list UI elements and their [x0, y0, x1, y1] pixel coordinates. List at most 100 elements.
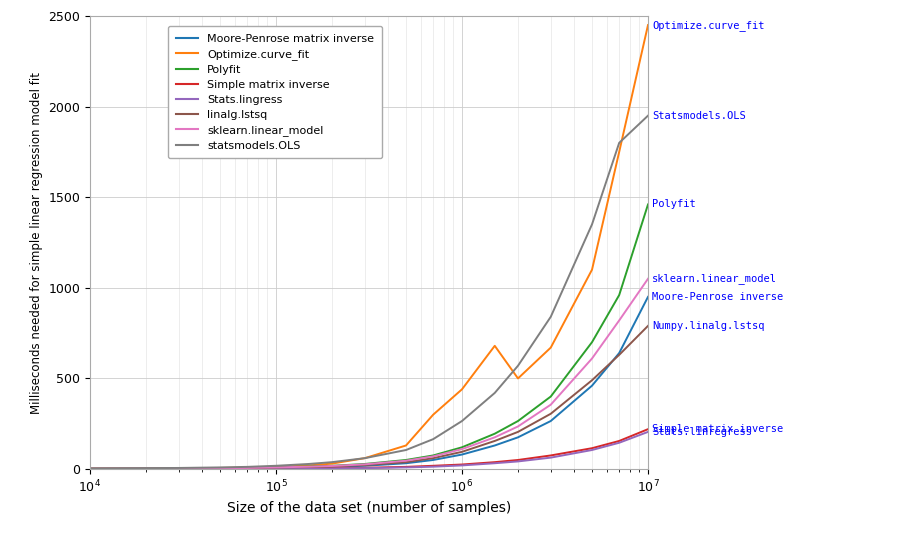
statsmodels.OLS	[587, 221, 598, 228]
Simple matrix inverse	[303, 465, 314, 472]
Simple matrix inverse	[174, 466, 184, 472]
linalg.lstsq	[85, 465, 95, 472]
Simple matrix inverse	[85, 466, 95, 472]
Polyfit	[303, 463, 314, 470]
statsmodels.OLS	[545, 313, 556, 320]
Stats.lingress	[174, 466, 184, 472]
linalg.lstsq	[214, 465, 225, 472]
Moore-Penrose matrix inverse	[242, 465, 253, 472]
statsmodels.OLS	[614, 140, 625, 146]
sklearn.linear_model	[214, 465, 225, 471]
sklearn.linear_model	[587, 356, 598, 362]
Text: Stats.linregress: Stats.linregress	[652, 427, 752, 437]
Text: Optimize.curve_fit: Optimize.curve_fit	[652, 20, 764, 30]
Stats.lingress	[214, 466, 225, 472]
Simple matrix inverse	[456, 461, 467, 468]
Moore-Penrose matrix inverse	[513, 434, 524, 440]
linalg.lstsq	[242, 465, 253, 471]
Simple matrix inverse	[428, 463, 438, 469]
statsmodels.OLS	[85, 465, 95, 472]
linalg.lstsq	[490, 438, 500, 444]
Optimize.curve_fit	[242, 464, 253, 471]
linalg.lstsq	[359, 462, 370, 469]
sklearn.linear_model	[490, 434, 500, 440]
Simple matrix inverse	[214, 465, 225, 472]
sklearn.linear_model	[242, 465, 253, 471]
Stats.lingress	[327, 465, 338, 472]
Polyfit	[214, 465, 225, 471]
Simple matrix inverse	[140, 466, 151, 472]
statsmodels.OLS	[242, 464, 253, 470]
Polyfit	[140, 465, 151, 472]
Optimize.curve_fit	[303, 462, 314, 469]
statsmodels.OLS	[513, 362, 524, 369]
Polyfit	[545, 393, 556, 400]
Moore-Penrose matrix inverse	[428, 457, 438, 463]
statsmodels.OLS	[359, 455, 370, 462]
Optimize.curve_fit	[327, 461, 338, 467]
Optimize.curve_fit	[174, 465, 184, 472]
Stats.lingress	[359, 465, 370, 471]
Stats.lingress	[303, 465, 314, 472]
Simple matrix inverse	[359, 465, 370, 471]
Simple matrix inverse	[643, 426, 653, 432]
statsmodels.OLS	[643, 112, 653, 119]
Moore-Penrose matrix inverse	[214, 465, 225, 472]
statsmodels.OLS	[428, 436, 438, 442]
linalg.lstsq	[643, 322, 653, 329]
Moore-Penrose matrix inverse	[359, 463, 370, 469]
linalg.lstsq	[327, 463, 338, 470]
Simple matrix inverse	[271, 465, 282, 472]
Moore-Penrose matrix inverse	[643, 294, 653, 300]
X-axis label: Size of the data set (number of samples): Size of the data set (number of samples)	[227, 501, 511, 515]
sklearn.linear_model	[303, 464, 314, 470]
sklearn.linear_model	[513, 423, 524, 430]
Moore-Penrose matrix inverse	[327, 464, 338, 470]
Simple matrix inverse	[327, 465, 338, 471]
Polyfit	[327, 463, 338, 469]
Text: Statsmodels.OLS: Statsmodels.OLS	[652, 111, 746, 120]
Polyfit	[359, 461, 370, 467]
linalg.lstsq	[587, 377, 598, 383]
Stats.lingress	[242, 465, 253, 472]
Polyfit	[614, 292, 625, 298]
sklearn.linear_model	[85, 465, 95, 472]
Polyfit	[271, 464, 282, 471]
linalg.lstsq	[456, 449, 467, 455]
Stats.lingress	[456, 462, 467, 469]
sklearn.linear_model	[327, 463, 338, 469]
statsmodels.OLS	[174, 465, 184, 471]
Stats.lingress	[545, 455, 556, 461]
Polyfit	[85, 465, 95, 472]
Moore-Penrose matrix inverse	[85, 466, 95, 472]
linalg.lstsq	[174, 465, 184, 472]
Moore-Penrose matrix inverse	[271, 465, 282, 471]
Stats.lingress	[614, 440, 625, 446]
Text: Numpy.linalg.lstsq: Numpy.linalg.lstsq	[652, 321, 764, 331]
Simple matrix inverse	[587, 445, 598, 451]
linalg.lstsq	[303, 464, 314, 470]
Stats.lingress	[85, 466, 95, 472]
Moore-Penrose matrix inverse	[140, 465, 151, 472]
Optimize.curve_fit	[614, 149, 625, 155]
Moore-Penrose matrix inverse	[456, 451, 467, 458]
statsmodels.OLS	[400, 447, 411, 453]
Line: Simple matrix inverse: Simple matrix inverse	[90, 429, 648, 469]
linalg.lstsq	[545, 410, 556, 417]
statsmodels.OLS	[271, 463, 282, 469]
Optimize.curve_fit	[271, 464, 282, 470]
linalg.lstsq	[271, 464, 282, 471]
Polyfit	[242, 465, 253, 471]
Stats.lingress	[140, 466, 151, 472]
sklearn.linear_model	[174, 465, 184, 472]
Polyfit	[428, 452, 438, 458]
Line: Moore-Penrose matrix inverse: Moore-Penrose matrix inverse	[90, 297, 648, 469]
sklearn.linear_model	[614, 317, 625, 324]
Polyfit	[587, 339, 598, 345]
linalg.lstsq	[140, 465, 151, 472]
linalg.lstsq	[614, 352, 625, 358]
Optimize.curve_fit	[400, 442, 411, 449]
Polyfit	[400, 457, 411, 463]
linalg.lstsq	[428, 455, 438, 462]
sklearn.linear_model	[456, 446, 467, 453]
